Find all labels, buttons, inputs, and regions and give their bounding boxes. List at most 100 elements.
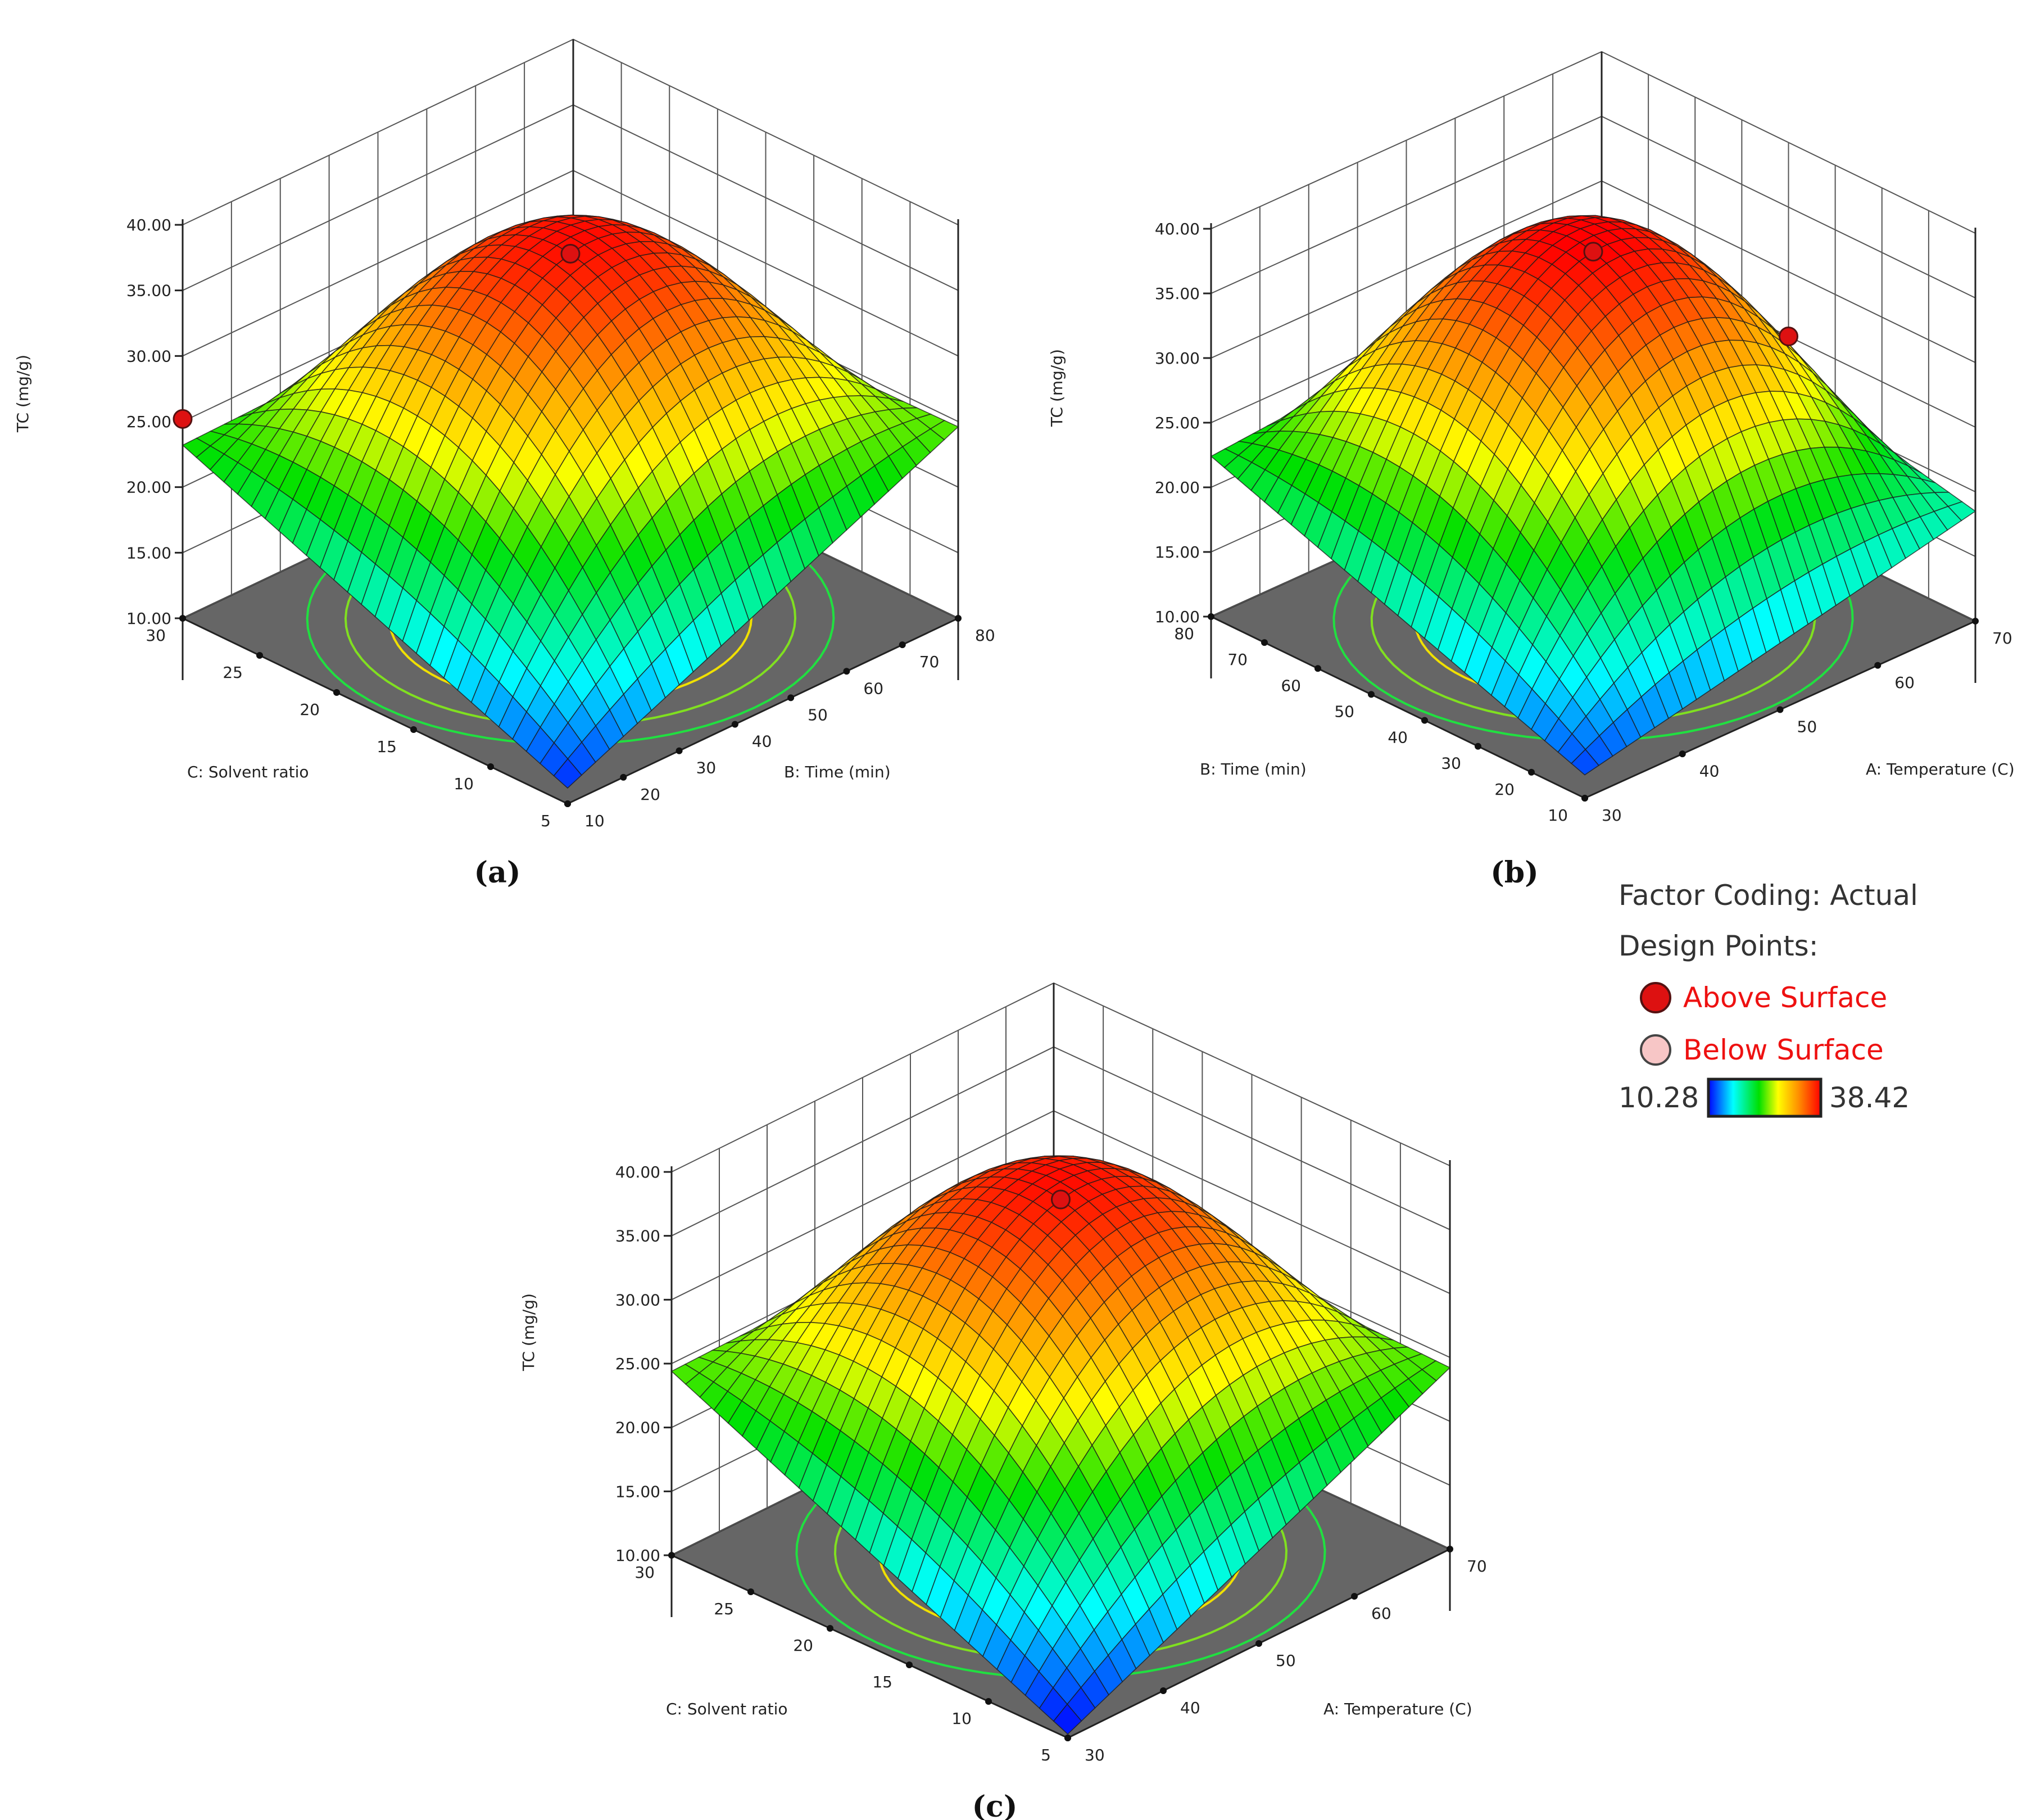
legend-above-label: Above Surface — [1683, 981, 1887, 1014]
x-tick-label: 70 — [919, 653, 940, 671]
design-point — [173, 409, 193, 429]
legend-below-marker — [1640, 1034, 1671, 1066]
response-surface — [182, 214, 959, 789]
surface-cell — [1571, 749, 1600, 776]
y-tick-label: 5 — [541, 812, 551, 830]
x-tick — [787, 694, 795, 701]
x-tick — [731, 721, 738, 728]
design-point — [1051, 1189, 1071, 1210]
response-surface — [670, 1155, 1451, 1735]
x-tick — [1351, 1593, 1358, 1600]
x-tick — [676, 747, 683, 754]
x-tick — [1160, 1687, 1167, 1694]
x-tick — [955, 615, 962, 622]
x-tick-label: 60 — [1371, 1604, 1391, 1623]
surface-plot-c: 10.00 15.00 20.00 25.00 30.00 35.00 40.00 TC (m… — [519, 982, 1487, 1820]
z-tick-label: 35.00 — [126, 282, 171, 300]
x-tick-label: 50 — [1276, 1651, 1296, 1670]
y-tick-label: 20 — [1494, 780, 1515, 799]
z-tick-label: 10.00 — [615, 1546, 660, 1565]
y-tick — [1261, 639, 1268, 646]
y-tick — [333, 689, 340, 696]
y-tick — [1475, 743, 1481, 750]
surface-plot-b: 10.00 15.00 20.00 25.00 30.00 35.00 40.00 TC (m… — [1048, 51, 2015, 890]
z-axis-label: TC (mg/g) — [1048, 349, 1066, 427]
legend-above-marker — [1640, 982, 1671, 1013]
x-tick — [843, 668, 850, 675]
y-tick-label: 30 — [1441, 754, 1461, 773]
x-tick — [1447, 1546, 1453, 1552]
x-tick-label: 40 — [1180, 1699, 1200, 1717]
panel-label: (a) — [474, 855, 521, 890]
x-tick-label: 40 — [1699, 762, 1720, 780]
z-tick-label: 40.00 — [1155, 220, 1200, 238]
y-tick-label: 80 — [1174, 624, 1194, 643]
design-point — [1779, 327, 1798, 346]
y-tick-label: 25 — [714, 1600, 734, 1618]
y-tick — [1421, 717, 1428, 724]
y-axis-label: C: Solvent ratio — [187, 763, 309, 781]
y-axis-label: C: Solvent ratio — [666, 1700, 788, 1718]
response-surface — [1210, 215, 1976, 776]
z-tick-label: 20.00 — [126, 478, 171, 497]
z-axis-label: TC (mg/g) — [519, 1293, 538, 1371]
x-axis-label: B: Time (min) — [784, 763, 891, 781]
y-tick-label: 25 — [223, 663, 243, 682]
y-tick — [1064, 1735, 1071, 1741]
x-tick — [899, 641, 906, 649]
y-tick-label: 20 — [300, 700, 320, 719]
x-tick-label: 20 — [640, 785, 660, 804]
x-tick-label: 10 — [584, 812, 605, 830]
colorbar-max-label: 38.42 — [1829, 1081, 1910, 1114]
y-tick-label: 15 — [377, 737, 397, 756]
wall-gridline — [182, 38, 959, 225]
y-tick — [410, 726, 417, 733]
x-tick-label: 80 — [975, 626, 995, 645]
x-tick — [1679, 750, 1686, 758]
x-tick-label: 30 — [1085, 1746, 1105, 1764]
x-tick-label: 70 — [1467, 1557, 1487, 1575]
y-tick — [1314, 665, 1321, 672]
x-tick — [1874, 662, 1882, 669]
z-axis-label: TC (mg/g) — [13, 355, 32, 433]
z-tick-label: 25.00 — [126, 413, 171, 431]
legend-design-points-title: Design Points: — [1619, 930, 1819, 962]
z-tick-label: 25.00 — [1155, 414, 1200, 432]
y-axis-label: B: Time (min) — [1200, 760, 1307, 778]
x-tick-label: 70 — [1992, 629, 2012, 648]
y-tick — [668, 1552, 675, 1559]
x-tick — [1776, 706, 1784, 713]
y-tick-label: 20 — [793, 1636, 813, 1655]
x-tick-label: 50 — [808, 705, 828, 724]
y-tick — [985, 1698, 992, 1705]
z-tick-label: 40.00 — [126, 216, 171, 234]
y-tick — [487, 763, 494, 770]
x-tick-label: 60 — [863, 679, 883, 698]
z-tick-label: 30.00 — [615, 1291, 660, 1309]
y-tick-label: 10 — [951, 1709, 972, 1728]
y-tick-label: 70 — [1227, 650, 1248, 669]
z-tick-label: 15.00 — [1155, 543, 1200, 562]
y-tick — [827, 1625, 833, 1632]
x-axis-label: A: Temperature (C) — [1323, 1700, 1472, 1718]
y-tick — [747, 1588, 754, 1595]
y-tick — [179, 615, 186, 622]
wall-gridline — [1211, 51, 1976, 234]
design-point — [560, 243, 581, 264]
panel-label: (c) — [972, 1790, 1018, 1820]
y-tick-label: 10 — [454, 775, 474, 793]
y-tick-label: 40 — [1388, 728, 1408, 747]
z-tick-label: 30.00 — [1155, 349, 1200, 368]
y-tick-label: 10 — [1548, 806, 1568, 825]
x-tick-label: 50 — [1797, 718, 1817, 736]
legend-below-label: Below Surface — [1683, 1034, 1884, 1066]
x-tick — [1972, 618, 1979, 624]
y-tick — [1208, 613, 1214, 620]
x-tick-label: 30 — [696, 759, 717, 777]
z-tick-label: 10.00 — [126, 609, 171, 628]
y-tick-label: 30 — [146, 626, 166, 645]
colorbar-min-label: 10.28 — [1619, 1081, 1699, 1114]
z-tick-label: 10.00 — [1155, 608, 1200, 626]
surface-cell — [1053, 1703, 1082, 1735]
z-tick-label: 20.00 — [1155, 478, 1200, 497]
